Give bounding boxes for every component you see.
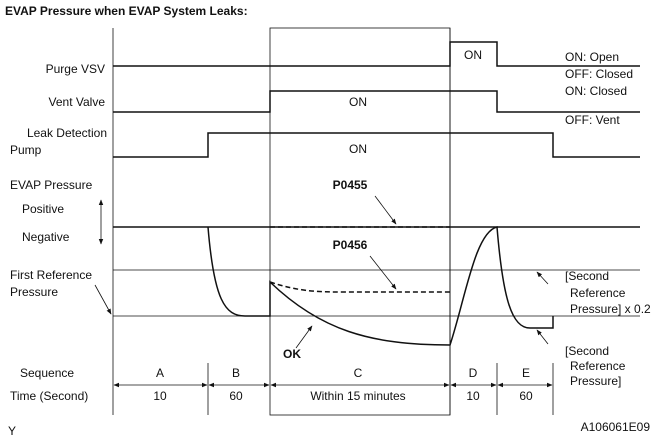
- label: First Reference: [10, 268, 92, 282]
- time-label: 10: [153, 389, 167, 403]
- label: Vent Valve: [49, 95, 106, 109]
- code-label: OK: [283, 347, 301, 361]
- labels: EVAP Pressure when EVAP System Leaks: Pu…: [5, 4, 651, 438]
- time-label: 10: [466, 389, 480, 403]
- label: Negative: [22, 230, 70, 244]
- sequence-label: A: [156, 366, 164, 380]
- signal-label: ON: [464, 48, 482, 62]
- sequence-label: E: [522, 366, 530, 380]
- label: Leak Detection: [27, 126, 107, 140]
- title: EVAP Pressure when EVAP System Leaks:: [5, 4, 248, 18]
- p0456-curve: [269, 281, 450, 293]
- label: Pump: [10, 143, 42, 157]
- signal-label: ON: [349, 95, 367, 109]
- label: ON: Open: [565, 50, 619, 64]
- label: Purge VSV: [46, 62, 105, 76]
- purge-signal: [113, 41, 640, 67]
- sequence-label: C: [354, 366, 363, 380]
- layout: [94, 27, 640, 416]
- sequence-label: D: [469, 366, 478, 380]
- code-label: P0456: [333, 238, 368, 252]
- time-label: 60: [519, 389, 533, 403]
- label: Pressure: [10, 285, 58, 299]
- label: [Second: [565, 269, 609, 283]
- label: Reference: [570, 359, 626, 373]
- label: Pressure]: [570, 374, 621, 388]
- vent-signal: [113, 90, 640, 113]
- time-label: Within 15 minutes: [310, 389, 405, 403]
- label: ON: Closed: [565, 84, 627, 98]
- sequence-label: B: [232, 366, 240, 380]
- label: OFF: Closed: [565, 67, 633, 81]
- pump-signal: [113, 132, 640, 158]
- label: EVAP Pressure: [10, 178, 93, 192]
- label: Time (Second): [10, 389, 88, 403]
- pressure-curve: [207, 226, 554, 346]
- footer-mark: Y: [8, 424, 16, 438]
- label: Reference: [570, 286, 626, 300]
- label: Pressure] x 0.2: [570, 302, 651, 316]
- label: [Second: [565, 344, 609, 358]
- arrow: [369, 255, 397, 290]
- signal-label: ON: [349, 142, 367, 156]
- label: OFF: Vent: [565, 113, 620, 127]
- arrow: [374, 195, 397, 225]
- code-label: P0455: [333, 178, 368, 192]
- time-label: 60: [229, 389, 243, 403]
- label: Positive: [22, 202, 64, 216]
- arrow: [94, 284, 112, 315]
- arrow: [536, 329, 549, 345]
- arrow: [536, 271, 549, 285]
- label: Sequence: [20, 366, 74, 380]
- footer-code: A106061E09: [581, 420, 651, 434]
- arrow: [295, 325, 313, 349]
